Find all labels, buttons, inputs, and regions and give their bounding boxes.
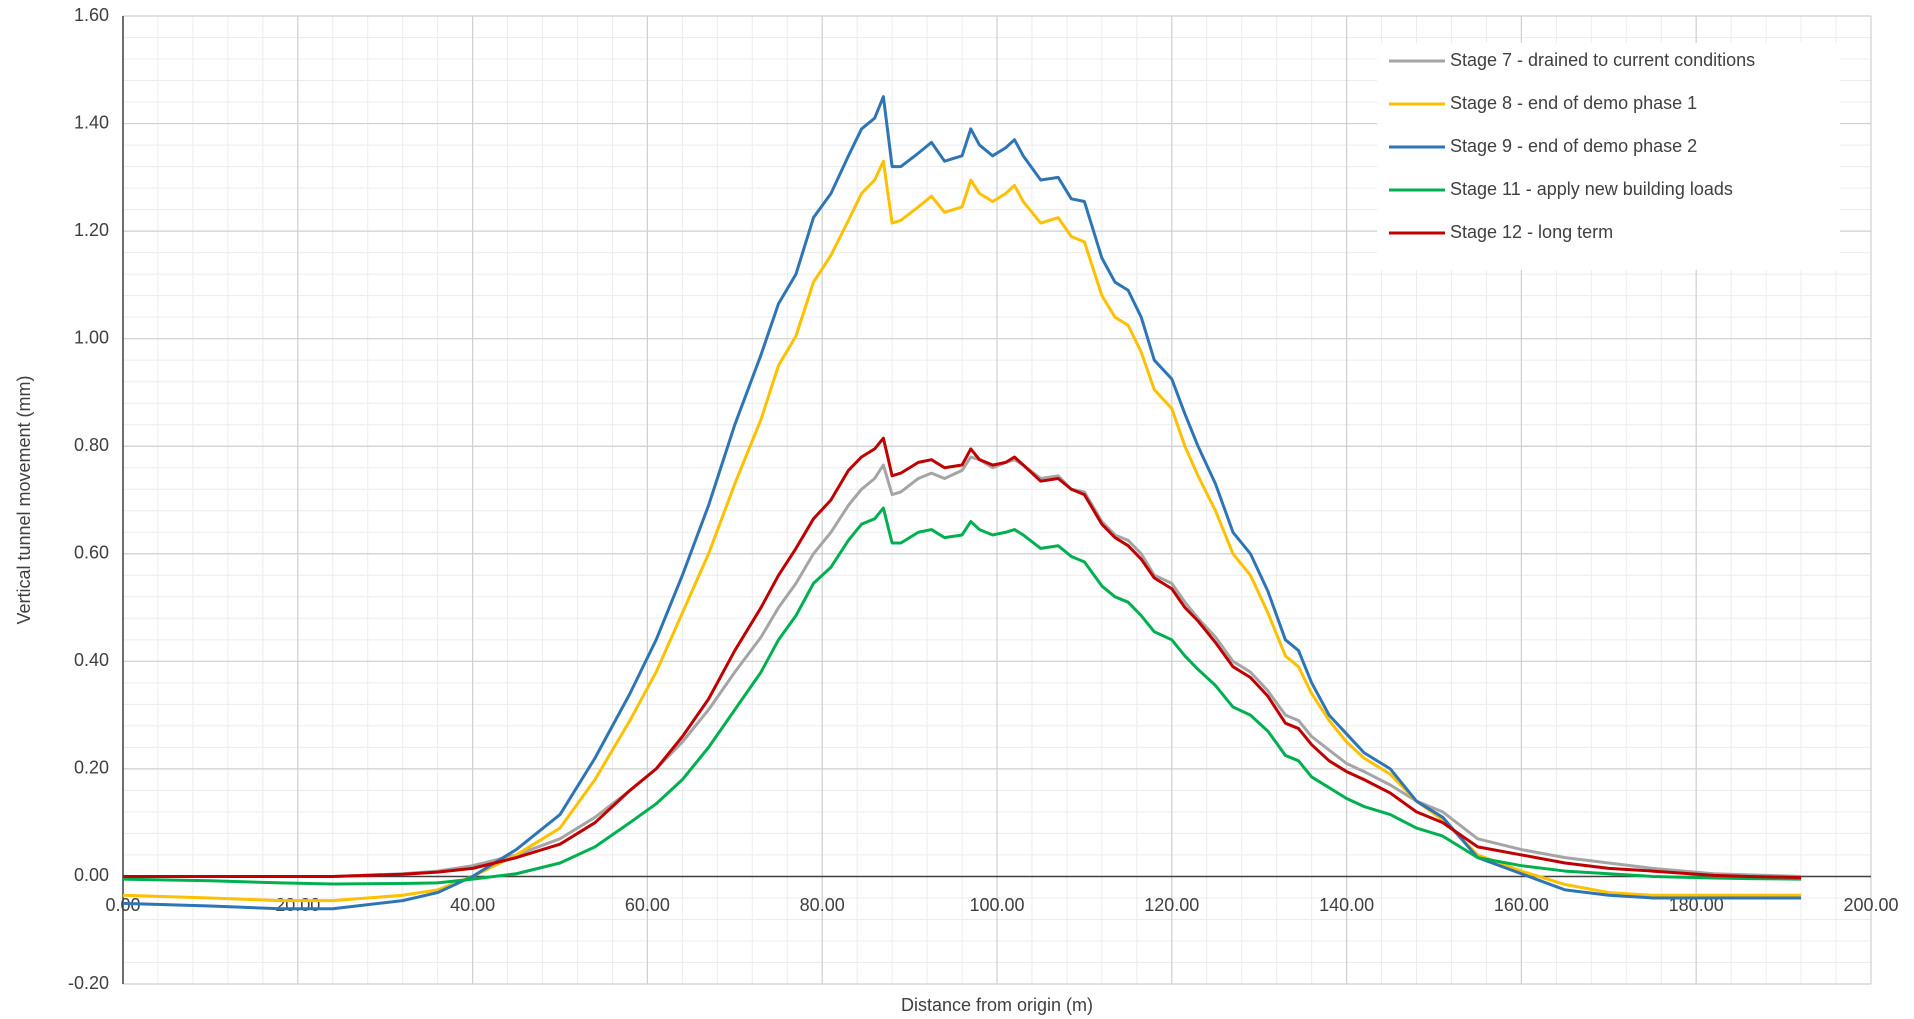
y-axis-title: Vertical tunnel movement (mm): [14, 375, 34, 624]
legend-box: [1377, 43, 1840, 270]
x-tick-label: 80.00: [800, 895, 845, 915]
x-tick-label: 120.00: [1144, 895, 1199, 915]
legend-label: Stage 7 - drained to current conditions: [1450, 50, 1755, 70]
y-tick-label: -0.20: [68, 973, 109, 993]
x-tick-label: 60.00: [625, 895, 670, 915]
legend-label: Stage 12 - long term: [1450, 222, 1613, 242]
x-axis-title: Distance from origin (m): [901, 995, 1093, 1015]
x-tick-label: 140.00: [1319, 895, 1374, 915]
legend-label: Stage 9 - end of demo phase 2: [1450, 136, 1697, 156]
y-tick-label: 1.20: [74, 220, 109, 240]
x-tick-label: 20.00: [275, 895, 320, 915]
x-tick-label: 40.00: [450, 895, 495, 915]
legend-label: Stage 8 - end of demo phase 1: [1450, 93, 1697, 113]
data-line: [122, 95, 1802, 911]
x-tick-label: 200.00: [1843, 895, 1898, 915]
x-tick-label: 100.00: [969, 895, 1024, 915]
y-tick-label: 1.60: [74, 5, 109, 25]
y-tick-label: 1.00: [74, 327, 109, 347]
x-tick-label: 160.00: [1494, 895, 1549, 915]
y-tick-label: 0.80: [74, 435, 109, 455]
y-tick-label: 0.60: [74, 543, 109, 563]
data-line: [122, 159, 1802, 903]
y-tick-label: 0.00: [74, 865, 109, 885]
legend-label: Stage 11 - apply new building loads: [1450, 179, 1733, 199]
y-tick-label: 0.20: [74, 758, 109, 778]
y-tick-label: 0.40: [74, 650, 109, 670]
data-line: [123, 436, 1802, 880]
y-tick-label: 1.40: [74, 112, 109, 132]
x-tick-label: 180.00: [1669, 895, 1724, 915]
data-line: [122, 506, 1802, 886]
